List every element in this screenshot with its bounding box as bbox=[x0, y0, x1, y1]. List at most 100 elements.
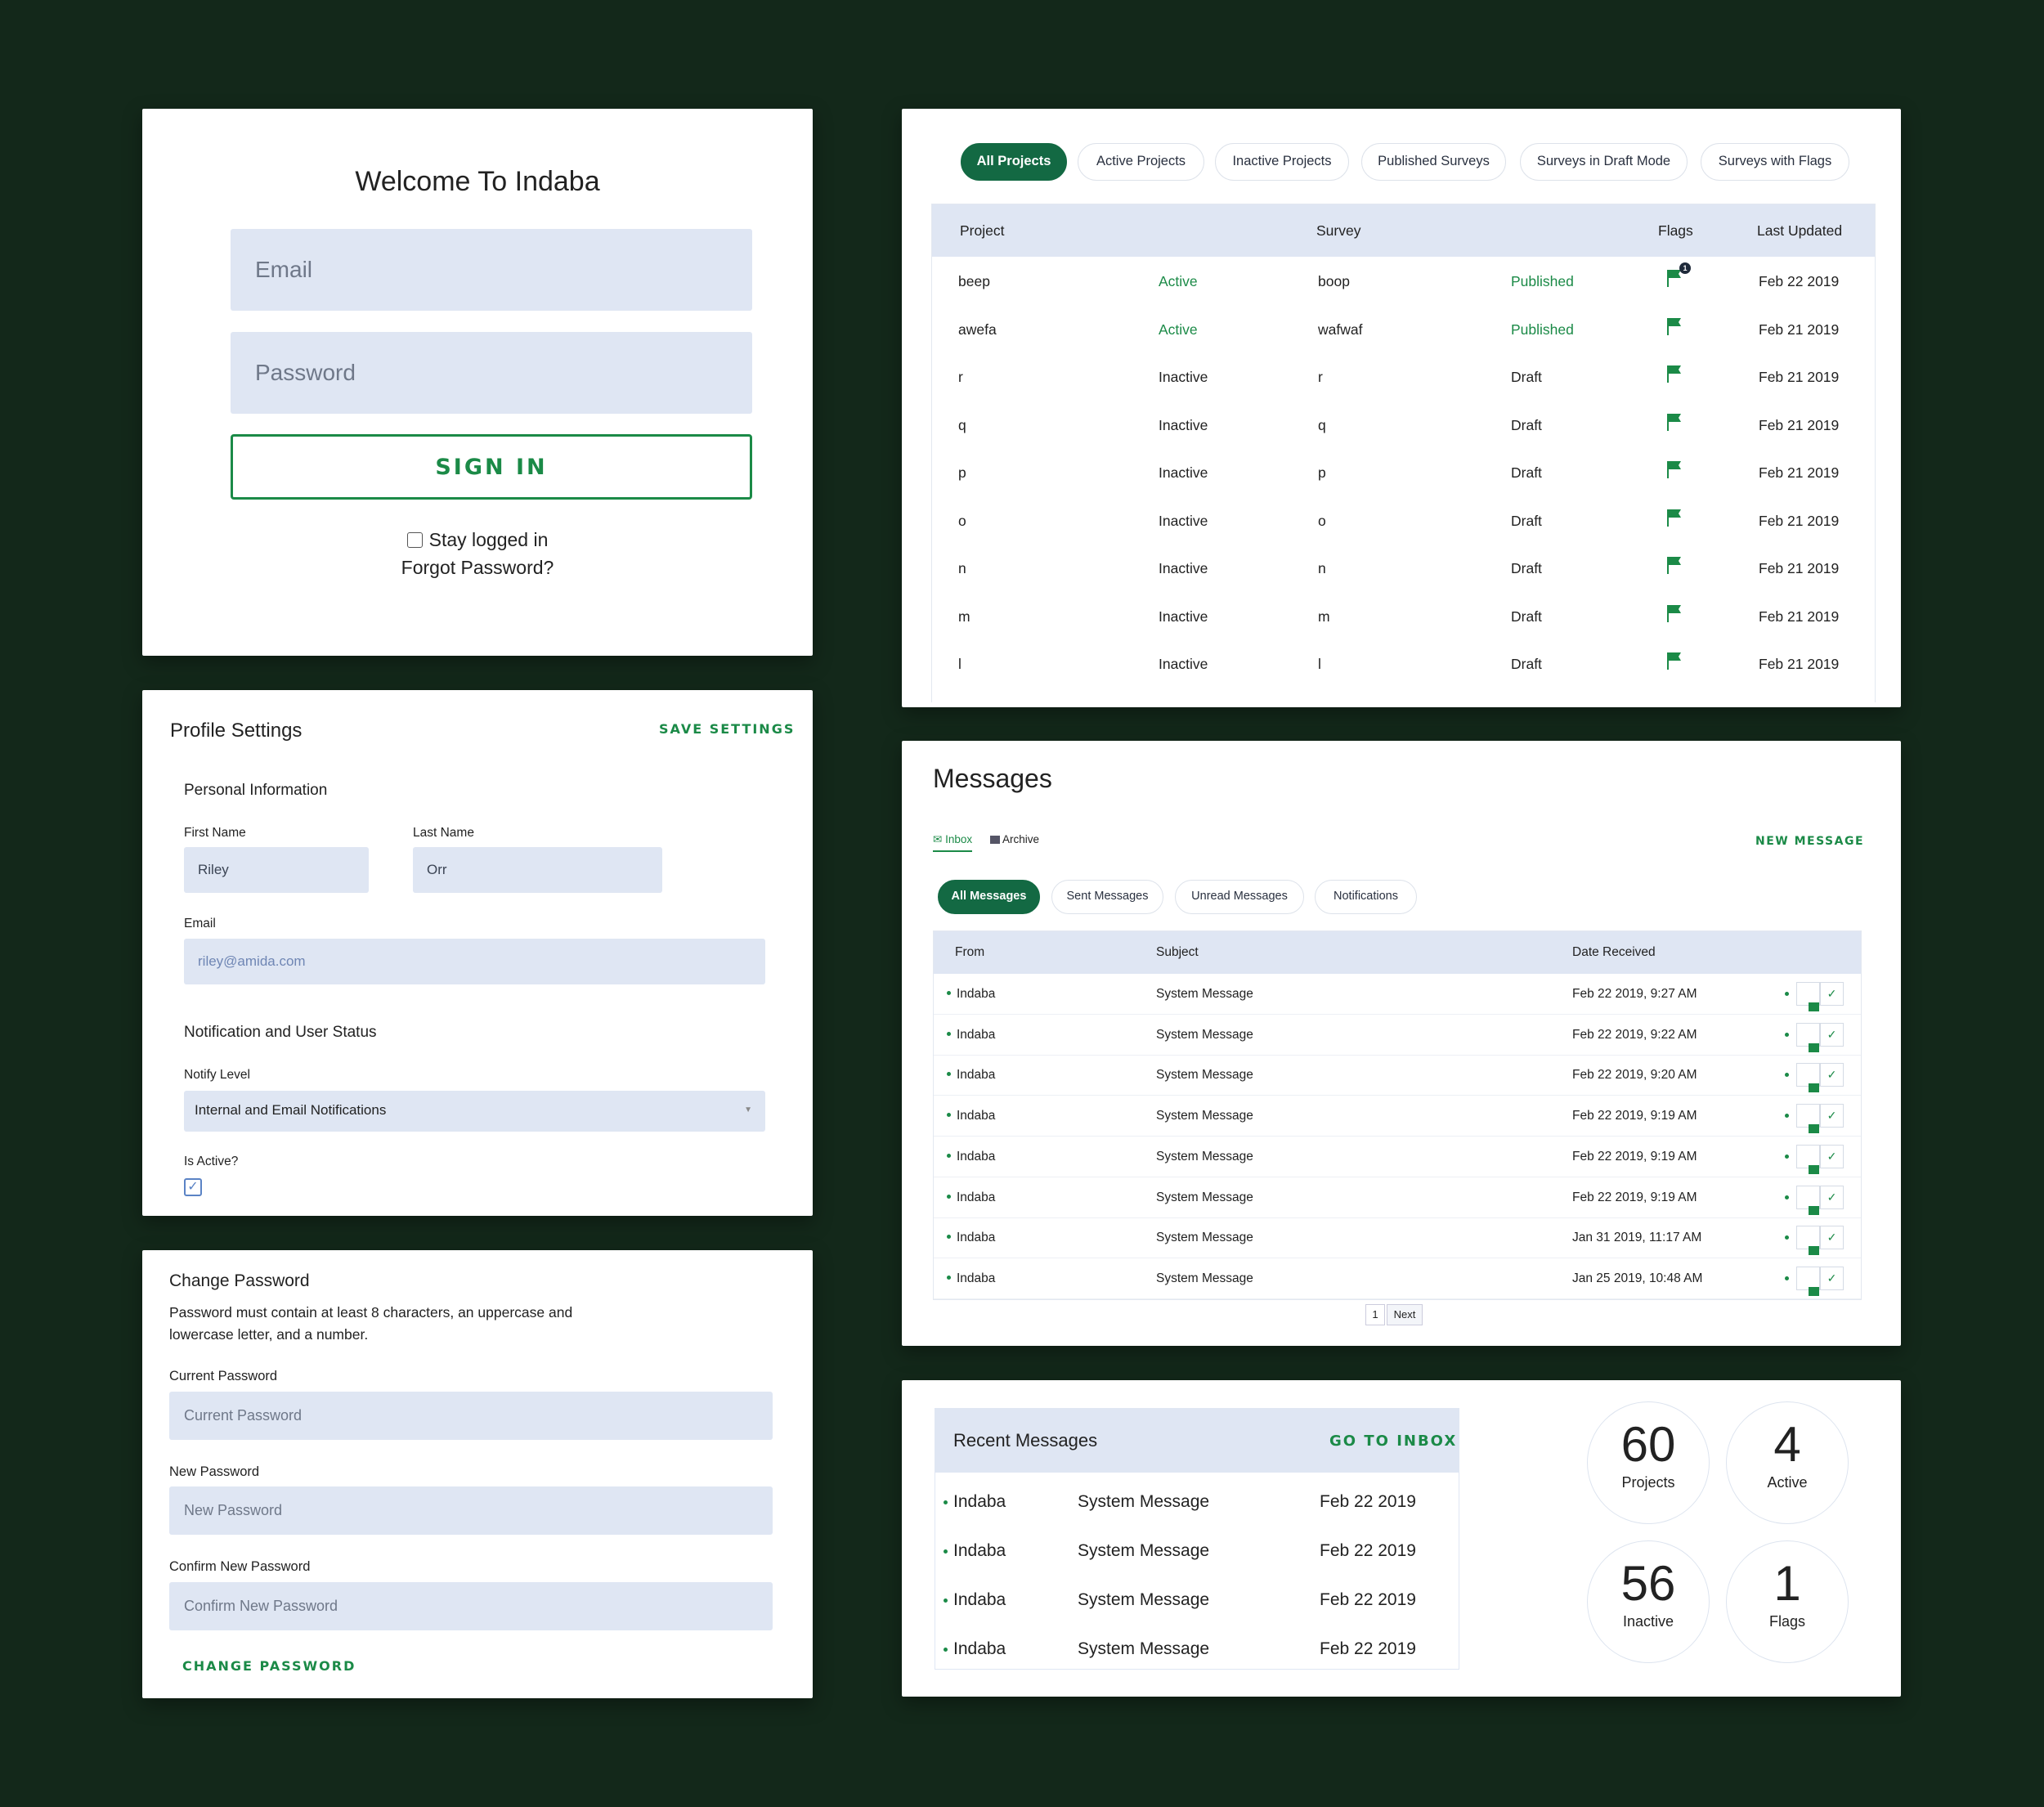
recent-message-row[interactable]: Indaba System Message Feb 22 2019 bbox=[935, 1527, 1459, 1576]
tab-surveys-flags[interactable]: Surveys with Flags bbox=[1701, 143, 1849, 181]
archive-icon[interactable] bbox=[1796, 1226, 1820, 1256]
flag-icon[interactable] bbox=[1666, 651, 1684, 670]
project-row[interactable]: r Inactive r Draft Feb 21 2019 bbox=[932, 352, 1875, 400]
project-name[interactable]: o bbox=[958, 512, 966, 529]
project-row[interactable]: awefa Active wafwaf Published Feb 21 2019 bbox=[932, 305, 1875, 352]
tab-published-surveys[interactable]: Published Surveys bbox=[1361, 143, 1506, 181]
flag-icon[interactable] bbox=[1666, 412, 1684, 432]
change-password-button[interactable]: CHANGE PASSWORD bbox=[182, 1658, 356, 1674]
archive-tab[interactable]: Archive bbox=[990, 833, 1039, 845]
archive-icon[interactable] bbox=[1796, 982, 1820, 1011]
project-row[interactable]: beep Active boop Published 1 Feb 22 2019 bbox=[932, 257, 1875, 304]
message-row[interactable]: Indaba System Message Feb 22 2019, 9:19 AM… bbox=[934, 1177, 1861, 1218]
survey-name[interactable]: boop bbox=[1318, 273, 1350, 289]
tab-active-projects[interactable]: Active Projects bbox=[1078, 143, 1204, 181]
last-name-field[interactable]: Orr bbox=[413, 847, 662, 893]
survey-name[interactable]: o bbox=[1318, 512, 1326, 529]
message-date: Feb 22 2019, 9:19 AM bbox=[1572, 1109, 1697, 1123]
message-row[interactable]: Indaba System Message Feb 22 2019, 9:20 AM… bbox=[934, 1055, 1861, 1096]
archive-icon[interactable] bbox=[1796, 1063, 1820, 1093]
next-page-button[interactable]: Next bbox=[1387, 1304, 1423, 1325]
message-row[interactable]: Indaba System Message Feb 22 2019, 9:19 AM… bbox=[934, 1137, 1861, 1177]
save-settings-button[interactable]: SAVE SETTINGS bbox=[659, 721, 796, 737]
mark-read-icon[interactable]: ✓ bbox=[1820, 1104, 1844, 1128]
recent-message-row[interactable]: Indaba System Message Feb 22 2019 bbox=[935, 1576, 1459, 1625]
flag-icon[interactable] bbox=[1666, 508, 1684, 527]
message-row[interactable]: Indaba System Message Feb 22 2019, 9:22 AM… bbox=[934, 1015, 1861, 1056]
recent-message-row[interactable]: Indaba System Message Feb 22 2019 bbox=[935, 1477, 1459, 1527]
project-name[interactable]: awefa bbox=[958, 321, 997, 338]
project-name[interactable]: p bbox=[958, 464, 966, 481]
flag-icon[interactable] bbox=[1666, 316, 1684, 336]
survey-name[interactable]: p bbox=[1318, 464, 1326, 481]
tab-all-projects[interactable]: All Projects bbox=[961, 143, 1067, 181]
mark-read-icon[interactable]: ✓ bbox=[1820, 1266, 1844, 1290]
is-active-checkbox[interactable]: ✓ bbox=[184, 1178, 202, 1196]
notify-level-select[interactable]: Internal and Email Notifications ▼ bbox=[184, 1091, 765, 1132]
archive-icon[interactable] bbox=[1796, 1185, 1820, 1215]
email-field[interactable]: riley@amida.com bbox=[184, 939, 765, 984]
flag-icon[interactable]: 1 bbox=[1666, 262, 1691, 288]
survey-name[interactable]: wafwaf bbox=[1318, 321, 1363, 338]
flag-icon[interactable] bbox=[1666, 603, 1684, 623]
project-row[interactable]: q Inactive q Draft Feb 21 2019 bbox=[932, 401, 1875, 448]
change-password-title: Change Password bbox=[169, 1271, 310, 1290]
message-row[interactable]: Indaba System Message Jan 25 2019, 10:48 A… bbox=[934, 1258, 1861, 1299]
first-name-label: First Name bbox=[184, 826, 246, 840]
mark-read-icon[interactable]: ✓ bbox=[1820, 1063, 1844, 1087]
inbox-tab[interactable]: ✉ Inbox bbox=[933, 833, 973, 852]
confirm-password-input[interactable]: Confirm New Password bbox=[169, 1582, 773, 1630]
survey-name[interactable]: r bbox=[1318, 369, 1323, 385]
recent-message-row[interactable]: Indaba System Message Feb 22 2019 bbox=[935, 1625, 1459, 1674]
archive-icon[interactable] bbox=[1796, 1266, 1820, 1296]
project-row[interactable]: n Inactive n Draft Feb 21 2019 bbox=[932, 544, 1875, 591]
survey-name[interactable]: n bbox=[1318, 560, 1326, 576]
new-password-input[interactable]: New Password bbox=[169, 1486, 773, 1535]
flag-icon[interactable] bbox=[1666, 555, 1684, 575]
project-name[interactable]: r bbox=[958, 369, 963, 385]
message-row[interactable]: Indaba System Message Jan 31 2019, 11:17 A… bbox=[934, 1217, 1861, 1259]
password-input[interactable]: Password bbox=[231, 332, 752, 414]
survey-name[interactable]: q bbox=[1318, 416, 1326, 433]
archive-icon[interactable] bbox=[1796, 1144, 1820, 1174]
flag-icon[interactable] bbox=[1666, 364, 1684, 383]
first-name-field[interactable]: Riley bbox=[184, 847, 369, 893]
survey-name[interactable]: m bbox=[1318, 608, 1330, 625]
flag-icon[interactable] bbox=[1666, 460, 1684, 479]
project-row[interactable]: o Inactive o Draft Feb 21 2019 bbox=[932, 496, 1875, 544]
project-name[interactable]: m bbox=[958, 608, 970, 625]
mark-read-icon[interactable]: ✓ bbox=[1820, 1022, 1844, 1047]
message-row[interactable]: Indaba System Message Feb 22 2019, 9:27 AM… bbox=[934, 974, 1861, 1015]
message-row[interactable]: Indaba System Message Feb 22 2019, 9:19 AM… bbox=[934, 1096, 1861, 1137]
stay-logged-in-checkbox[interactable] bbox=[406, 532, 423, 548]
mark-read-icon[interactable]: ✓ bbox=[1820, 1144, 1844, 1168]
filter-notifications[interactable]: Notifications bbox=[1315, 880, 1417, 914]
project-row[interactable]: p Inactive p Draft Feb 21 2019 bbox=[932, 448, 1875, 495]
project-name[interactable]: beep bbox=[958, 273, 990, 289]
filter-unread-messages[interactable]: Unread Messages bbox=[1175, 880, 1304, 914]
project-row[interactable]: l Inactive l Draft Feb 21 2019 bbox=[932, 639, 1875, 687]
project-name[interactable]: q bbox=[958, 416, 966, 433]
current-password-input[interactable]: Current Password bbox=[169, 1392, 773, 1440]
email-input[interactable]: Email bbox=[231, 229, 752, 311]
page-1-button[interactable]: 1 bbox=[1365, 1304, 1385, 1325]
project-name[interactable]: n bbox=[958, 560, 966, 576]
recent-messages-header: Recent Messages GO TO INBOX bbox=[935, 1409, 1459, 1473]
filter-sent-messages[interactable]: Sent Messages bbox=[1051, 880, 1163, 914]
forgot-password-link[interactable]: Forgot Password? bbox=[401, 557, 554, 578]
archive-icon[interactable] bbox=[1796, 1104, 1820, 1134]
project-status: Inactive bbox=[1159, 560, 1208, 576]
archive-icon[interactable] bbox=[1796, 1022, 1820, 1052]
tab-surveys-draft[interactable]: Surveys in Draft Mode bbox=[1520, 143, 1688, 181]
project-name[interactable]: l bbox=[958, 656, 961, 672]
mark-read-icon[interactable]: ✓ bbox=[1820, 1185, 1844, 1209]
project-row[interactable]: m Inactive m Draft Feb 21 2019 bbox=[932, 592, 1875, 639]
tab-inactive-projects[interactable]: Inactive Projects bbox=[1215, 143, 1349, 181]
mark-read-icon[interactable]: ✓ bbox=[1820, 1226, 1844, 1250]
survey-name[interactable]: l bbox=[1318, 656, 1321, 672]
go-to-inbox-link[interactable]: GO TO INBOX bbox=[1329, 1433, 1458, 1450]
new-message-button[interactable]: NEW MESSAGE bbox=[1755, 835, 1865, 848]
filter-all-messages[interactable]: All Messages bbox=[938, 880, 1040, 914]
sign-in-button[interactable]: SIGN IN bbox=[231, 434, 752, 500]
mark-read-icon[interactable]: ✓ bbox=[1820, 982, 1844, 1006]
